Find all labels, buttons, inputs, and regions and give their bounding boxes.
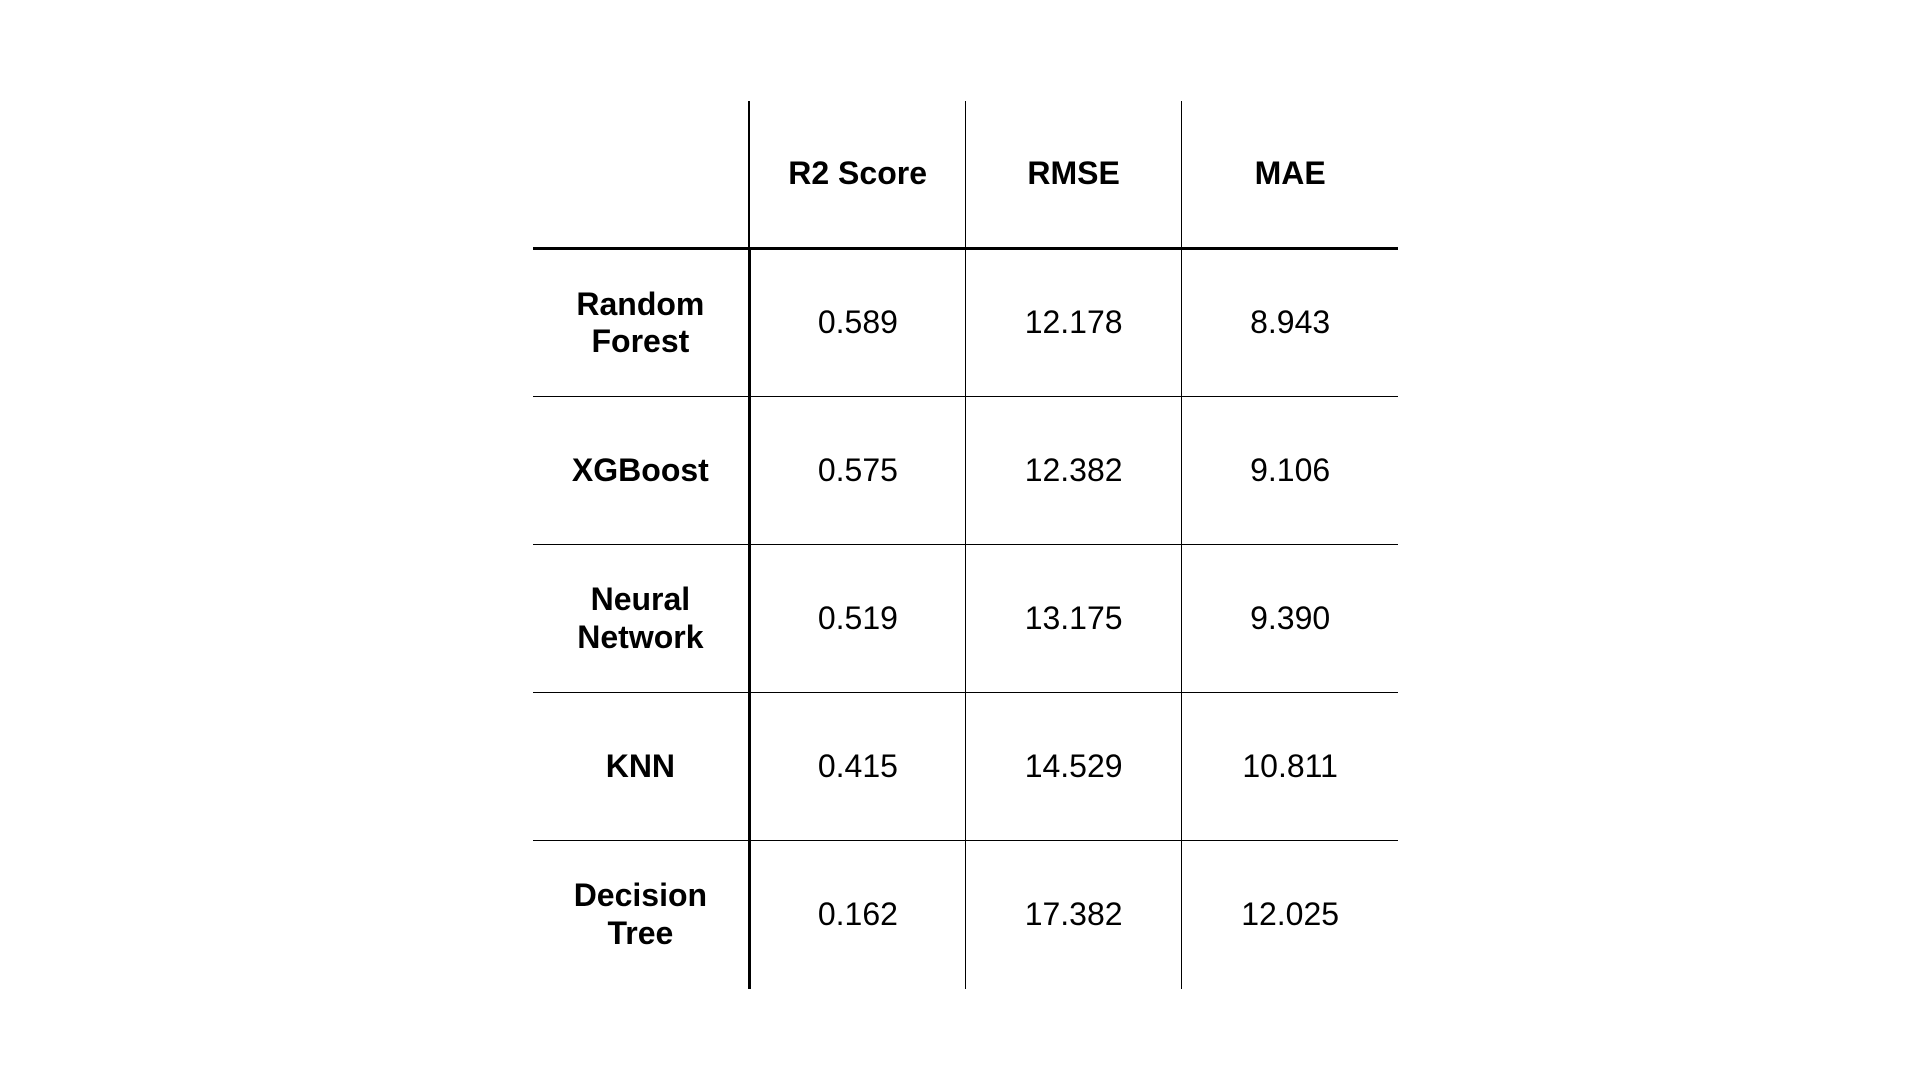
table-body: Random Forest 0.589 12.178 8.943 XGBoost… xyxy=(533,248,1398,989)
table-header: R2 Score RMSE MAE xyxy=(533,101,1398,250)
model-name-decision-tree: Decision Tree xyxy=(573,877,708,951)
header-r2-score: R2 Score xyxy=(749,101,966,250)
table-row: Neural Network 0.519 13.175 9.390 xyxy=(533,544,1398,693)
cell-mae: 10.811 xyxy=(1181,692,1398,841)
table-row: XGBoost 0.575 12.382 9.106 xyxy=(533,396,1398,545)
header-corner-cell xyxy=(533,101,751,250)
cell-rmse: 13.175 xyxy=(964,544,1182,693)
cell-mae: 8.943 xyxy=(1181,248,1398,397)
cell-r2-score: 0.575 xyxy=(749,396,966,545)
cell-r2-score: 0.415 xyxy=(749,692,966,841)
header-row: R2 Score RMSE MAE xyxy=(533,101,1398,250)
table-row: KNN 0.415 14.529 10.811 xyxy=(533,692,1398,841)
cell-rmse: 12.382 xyxy=(964,396,1182,545)
row-model-name: Neural Network xyxy=(533,544,751,693)
cell-mae: 9.390 xyxy=(1181,544,1398,693)
model-name-random-forest: Random Forest xyxy=(576,285,705,359)
cell-rmse: 17.382 xyxy=(964,840,1182,989)
model-name-xgboost: XGBoost xyxy=(571,451,709,488)
cell-rmse: 14.529 xyxy=(964,692,1182,841)
model-name-neural-network: Neural Network xyxy=(577,581,704,655)
cell-rmse: 12.178 xyxy=(964,248,1182,397)
table-row: Decision Tree 0.162 17.382 12.025 xyxy=(533,840,1398,989)
table-row: Random Forest 0.589 12.178 8.943 xyxy=(533,248,1398,397)
cell-mae: 12.025 xyxy=(1181,840,1398,989)
metrics-table: R2 Score RMSE MAE Random Forest 0.589 12… xyxy=(533,101,1398,989)
row-model-name: KNN xyxy=(533,692,751,841)
cell-r2-score: 0.519 xyxy=(749,544,966,693)
header-mae: MAE xyxy=(1181,101,1398,250)
row-model-name: Decision Tree xyxy=(533,840,751,989)
header-rmse: RMSE xyxy=(964,101,1182,250)
model-name-knn: KNN xyxy=(605,747,676,784)
row-model-name: Random Forest xyxy=(533,248,751,397)
row-model-name: XGBoost xyxy=(533,396,751,545)
cell-r2-score: 0.589 xyxy=(817,304,898,341)
cell-r2-score: 0.162 xyxy=(749,840,966,989)
cell-mae: 9.106 xyxy=(1181,396,1398,545)
